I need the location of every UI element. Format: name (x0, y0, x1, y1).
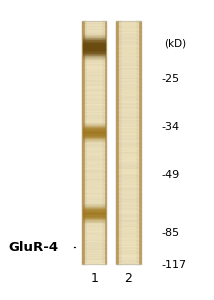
Text: -25: -25 (162, 74, 180, 85)
Text: 2: 2 (125, 272, 132, 285)
Text: -49: -49 (162, 170, 180, 181)
Text: -34: -34 (162, 122, 180, 133)
Text: GluR-4: GluR-4 (9, 241, 59, 254)
Text: -117: -117 (162, 260, 187, 271)
Text: (kD): (kD) (164, 38, 186, 49)
Text: -85: -85 (162, 227, 180, 238)
Text: 1: 1 (90, 272, 98, 285)
